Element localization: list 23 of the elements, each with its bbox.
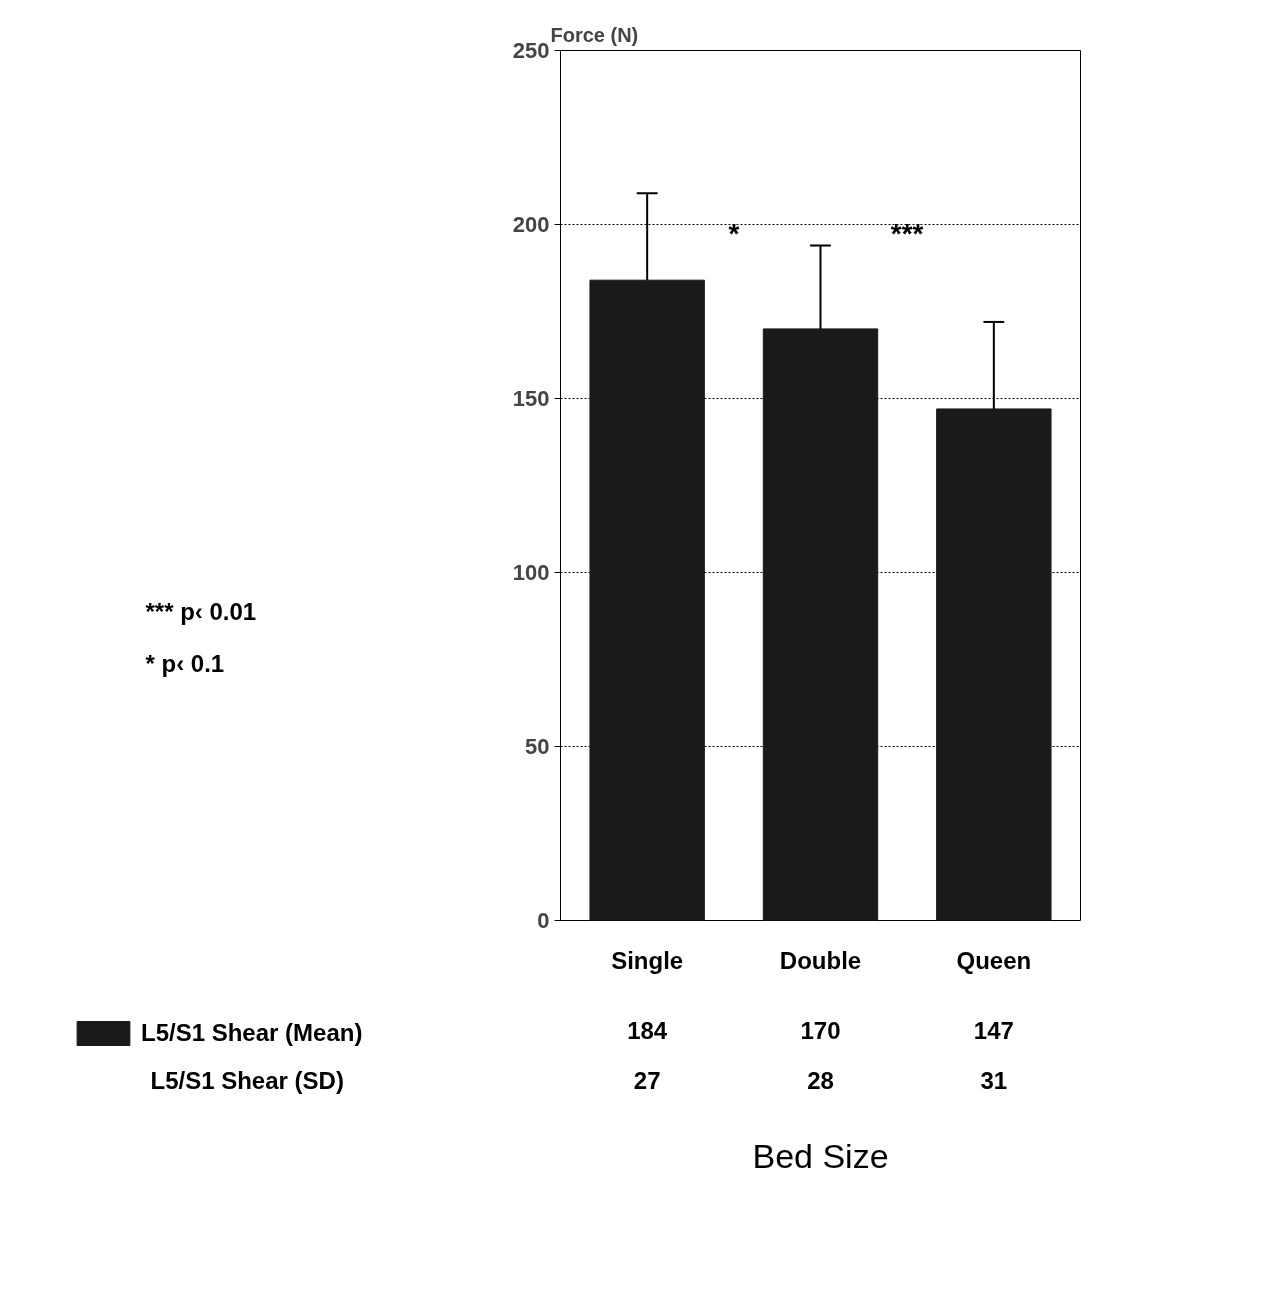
y-axis-title: Force (N) xyxy=(550,23,639,46)
x-tick-label: Single xyxy=(611,947,684,974)
y-tick-label: 0 xyxy=(537,908,550,933)
legend-label: L5/S1 Shear (Mean) xyxy=(141,1019,363,1047)
text: 31 xyxy=(980,1067,1008,1094)
text: L5/S1 Shear (SD) xyxy=(150,1067,344,1094)
x-tick-label: Queen xyxy=(956,947,1032,974)
y-tick-label: 250 xyxy=(512,38,550,63)
data-label: 184 xyxy=(627,1017,668,1044)
text: *** p‹ 0.01 xyxy=(145,598,257,626)
text: 28 xyxy=(807,1067,834,1094)
y-tick-label: 150 xyxy=(512,386,550,411)
data-label: 147 xyxy=(973,1017,1014,1044)
annotation: *** xyxy=(890,217,924,249)
x-tick-label: Double xyxy=(779,947,862,974)
text: 27 xyxy=(633,1067,661,1094)
data-label: 170 xyxy=(800,1017,841,1044)
y-tick-label: 50 xyxy=(525,734,550,759)
y-tick-label: 100 xyxy=(512,560,550,585)
text: * p‹ 0.1 xyxy=(145,649,225,677)
y-tick-label: 200 xyxy=(512,212,550,237)
x-axis-title: Bed Size xyxy=(752,1136,889,1175)
annotation: * xyxy=(728,217,740,249)
